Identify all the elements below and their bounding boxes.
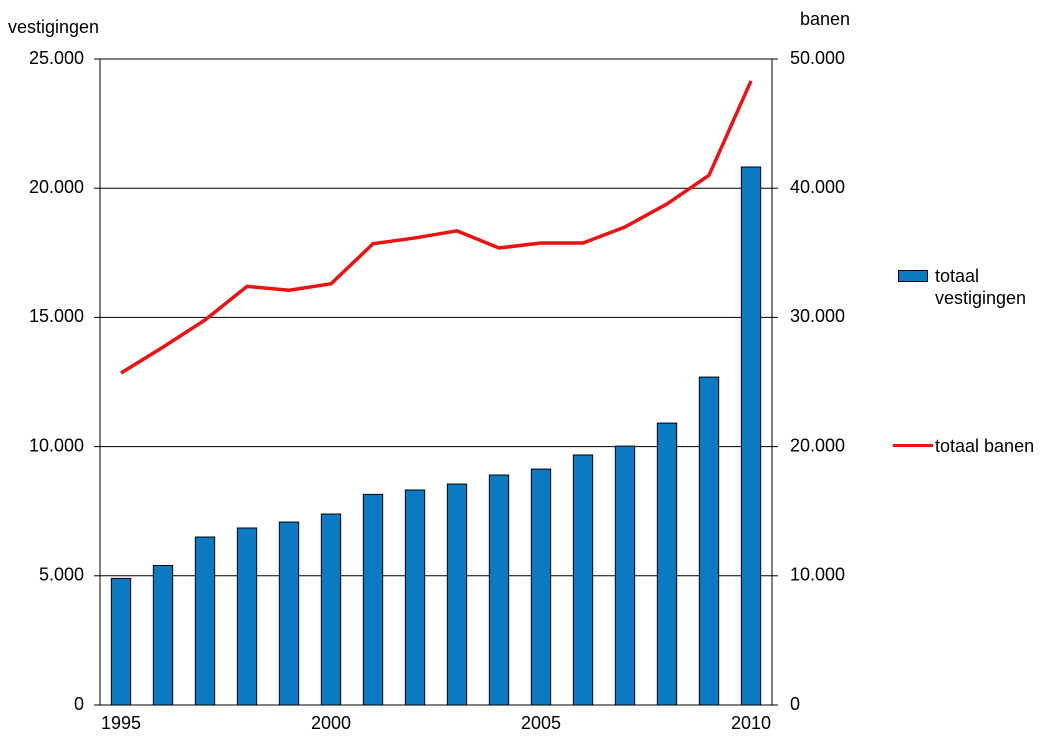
legend-swatch	[893, 444, 933, 447]
y2-tick-label: 10.000	[790, 565, 845, 585]
y2-tick-label: 30.000	[790, 306, 845, 326]
y2-tick-label: 40.000	[790, 177, 845, 197]
y2-tick-label: 0	[790, 694, 800, 714]
bar	[110, 577, 132, 706]
y-tick-label: 0	[74, 694, 84, 714]
legend-label: totaal vestigingen	[935, 266, 1027, 308]
y-tick-label: 15.000	[29, 306, 84, 326]
bar	[236, 527, 258, 706]
y2-tick-label: 50.000	[790, 48, 845, 68]
bar	[572, 454, 594, 706]
legend-label: totaal banen	[935, 436, 1035, 456]
y-tick-label: 20.000	[29, 177, 84, 197]
x-tick-label: 1995	[101, 713, 141, 733]
y-tick-label: 25.000	[29, 48, 84, 68]
bar	[320, 513, 342, 706]
x-tick-label: 2010	[731, 713, 771, 733]
bar	[446, 483, 468, 706]
bar	[614, 445, 636, 706]
bar	[404, 489, 426, 706]
bar	[362, 493, 384, 706]
y-axis-title: vestigingen	[8, 17, 99, 37]
y2-tick-label: 20.000	[790, 435, 845, 455]
bar	[152, 564, 174, 706]
bar	[740, 166, 762, 706]
bar	[530, 468, 552, 706]
y2-axis-title: banen	[800, 9, 850, 29]
bar	[698, 376, 720, 706]
x-tick-label: 2005	[521, 713, 561, 733]
line	[120, 80, 753, 375]
bar	[488, 474, 510, 706]
y-tick-label: 5.000	[39, 565, 84, 585]
x-tick-label: 2000	[311, 713, 351, 733]
bar	[278, 521, 300, 706]
legend-swatch	[898, 270, 928, 282]
y-tick-label: 10.000	[29, 435, 84, 455]
bar	[656, 422, 678, 706]
bar	[194, 536, 216, 706]
